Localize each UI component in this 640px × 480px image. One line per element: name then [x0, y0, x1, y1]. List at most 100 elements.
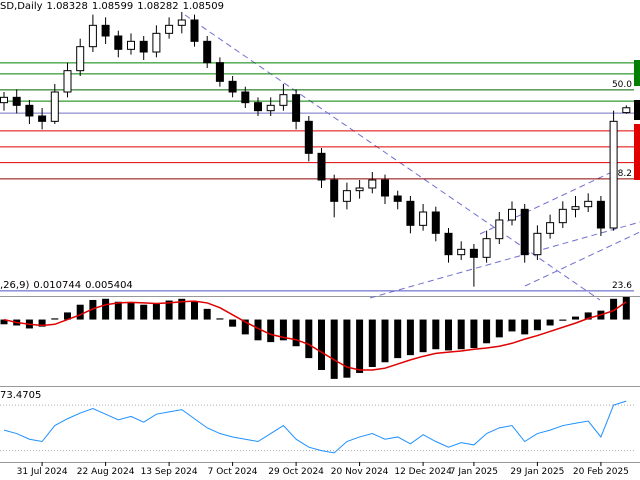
channel-line — [369, 221, 640, 299]
candle-body — [76, 46, 85, 72]
macd-bar — [622, 297, 630, 320]
macd-signal-line — [3, 300, 627, 371]
x-tick-label: 20 Feb 2025 — [573, 467, 629, 477]
macd-bar — [140, 304, 148, 320]
candle-body — [317, 152, 326, 181]
macd-bar — [368, 319, 376, 368]
macd-bar — [470, 319, 478, 349]
macd-bar — [114, 301, 122, 320]
candle-body — [469, 248, 478, 258]
price-marker — [634, 124, 640, 180]
macd-bar — [203, 308, 211, 320]
level-label: 38.2 — [612, 169, 632, 179]
candle-body — [355, 187, 364, 192]
macd-bar — [38, 319, 46, 327]
candle-body — [177, 19, 186, 26]
candle-body — [152, 32, 161, 53]
close-value: 1.08509 — [183, 1, 224, 12]
candle-body — [495, 219, 504, 240]
x-tick-label: 31 Jul 2024 — [17, 467, 68, 477]
macd-label: ,26,9) — [0, 280, 29, 291]
candle-body — [571, 206, 580, 210]
candle-body — [406, 200, 415, 226]
candle-body — [190, 19, 199, 42]
candle-body — [215, 62, 224, 82]
macd-bar — [254, 319, 262, 341]
macd-bar — [89, 299, 97, 320]
candle-body — [139, 40, 148, 53]
rsi-header: 73.4705 — [0, 390, 41, 401]
candle-body — [63, 70, 72, 93]
candle-body — [241, 91, 250, 104]
candle-body — [279, 94, 288, 106]
candle-body — [431, 211, 440, 234]
macd-bar — [292, 319, 300, 347]
candle-body — [203, 40, 212, 64]
macd-bar — [102, 298, 110, 320]
macd-bar — [267, 319, 275, 343]
x-tick-label: 29 Jan 2025 — [510, 467, 564, 477]
macd-bar — [559, 319, 567, 321]
macd-bar — [572, 316, 579, 320]
candle-body — [419, 211, 428, 226]
candle-body — [114, 35, 123, 50]
macd-bar — [330, 319, 338, 379]
macd-bar — [241, 319, 249, 335]
candle-body — [622, 107, 631, 114]
x-tick-label: 13 Sep 2024 — [141, 467, 198, 477]
rsi-line — [3, 400, 627, 454]
macd-bar — [495, 319, 503, 338]
candle-body — [342, 190, 351, 202]
macd-bar — [508, 319, 516, 332]
macd-signal: 0.005404 — [85, 280, 133, 291]
candle-body — [558, 208, 567, 224]
macd-main: 0.010744 — [33, 280, 81, 291]
candle-body — [12, 96, 21, 106]
macd-bar — [521, 319, 529, 335]
candle-body — [546, 222, 555, 234]
macd-bar — [51, 318, 59, 320]
macd-bar — [432, 319, 440, 350]
macd-bar — [127, 302, 135, 320]
candle-body — [596, 200, 605, 229]
level-label: 23.6 — [612, 281, 632, 291]
macd-bar — [76, 304, 84, 320]
macd-bar — [216, 318, 224, 320]
candle-body — [393, 195, 402, 202]
price-marker — [634, 60, 640, 86]
macd-bar — [0, 319, 8, 325]
candle-body — [482, 238, 491, 258]
x-tick-label: 22 Aug 2024 — [77, 467, 135, 477]
low-value: 1.08282 — [137, 1, 178, 12]
macd-bar — [457, 319, 465, 350]
macd-bar — [229, 319, 237, 327]
macd-bar — [152, 303, 160, 320]
price-marker — [634, 100, 640, 120]
macd-bar — [483, 319, 491, 344]
macd-bar — [305, 319, 313, 359]
candle-body — [444, 232, 453, 256]
macd-bar — [165, 300, 173, 320]
candle-body — [25, 104, 34, 117]
macd-bar — [191, 301, 198, 320]
macd-bar — [584, 312, 592, 320]
symbol: SD,Daily — [0, 1, 43, 12]
candle-body — [38, 115, 47, 122]
candle-body — [381, 179, 389, 197]
channel-line — [524, 231, 640, 287]
macd-bar — [279, 319, 287, 341]
macd-bar — [406, 319, 414, 356]
chart-header: SD,Daily 1.08328 1.08599 1.08282 1.08509 — [0, 1, 224, 12]
candle-body — [127, 40, 135, 50]
macd-bar — [445, 319, 452, 351]
macd-bar — [343, 319, 351, 378]
x-tick-label: 7 Oct 2024 — [208, 467, 258, 477]
candle-body — [533, 232, 542, 256]
candle-body — [304, 120, 313, 154]
macd-header: ,26,9) 0.010744 0.005404 — [0, 280, 133, 291]
candle-body — [609, 120, 618, 229]
candle-body — [457, 248, 466, 256]
candle-body — [101, 24, 110, 37]
candle-body — [330, 179, 339, 202]
